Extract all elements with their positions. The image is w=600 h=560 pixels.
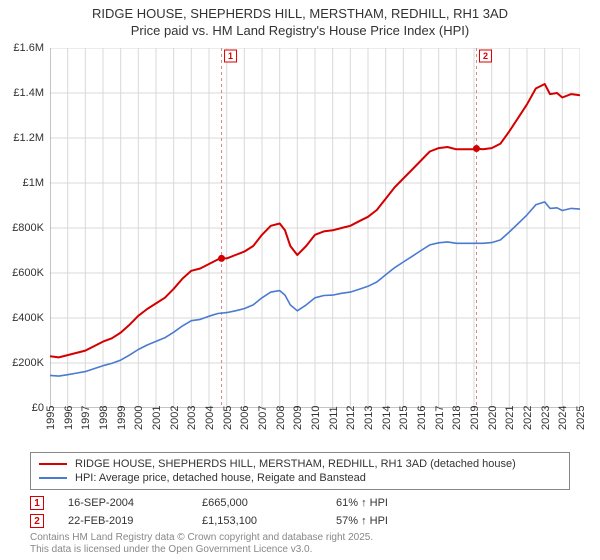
x-tick-label: 2005 (222, 406, 234, 430)
y-axis: £0£200K£400K£600K£800K£1M£1.2M£1.4M£1.6M (0, 48, 50, 408)
y-tick-label: £1.6M (13, 42, 44, 54)
x-tick-label: 2009 (292, 406, 304, 430)
x-tick-label: 2000 (133, 406, 145, 430)
x-tick-label: 2016 (416, 406, 428, 430)
x-tick-label: 2021 (504, 406, 516, 430)
legend-label: RIDGE HOUSE, SHEPHERDS HILL, MERSTHAM, R… (75, 458, 516, 470)
x-tick-label: 1995 (45, 406, 57, 430)
chart-title: RIDGE HOUSE, SHEPHERDS HILL, MERSTHAM, R… (0, 0, 600, 40)
x-tick-label: 2018 (451, 406, 463, 430)
x-tick-label: 2017 (434, 406, 446, 430)
marker-details: 1 16-SEP-2004 £665,000 61% ↑ HPI 2 22-FEB-201… (30, 494, 570, 530)
legend-swatch (39, 477, 67, 479)
legend-item: RIDGE HOUSE, SHEPHERDS HILL, MERSTHAM, R… (39, 457, 561, 471)
x-tick-label: 2008 (275, 406, 287, 430)
x-tick-label: 2011 (328, 406, 340, 430)
x-tick-label: 2002 (169, 406, 181, 430)
y-tick-label: £1M (23, 177, 44, 189)
x-tick-label: 2019 (469, 406, 481, 430)
x-tick-label: 2014 (381, 406, 393, 430)
x-tick-label: 1996 (63, 406, 75, 430)
x-tick-label: 2023 (540, 406, 552, 430)
y-tick-label: £800K (12, 222, 44, 234)
x-tick-label: 2013 (363, 406, 375, 430)
y-tick-label: £200K (12, 357, 44, 369)
plot-area: 12 (50, 48, 580, 408)
title-line-2: Price paid vs. HM Land Registry's House … (131, 23, 469, 38)
marker-pct: 57% ↑ HPI (336, 515, 388, 527)
chart-container: RIDGE HOUSE, SHEPHERDS HILL, MERSTHAM, R… (0, 0, 600, 560)
attribution-line-2: This data is licensed under the Open Gov… (30, 544, 312, 555)
x-tick-label: 2001 (151, 406, 163, 430)
marker-price: £1,153,100 (202, 515, 312, 527)
x-tick-label: 2024 (557, 406, 569, 430)
marker-price: £665,000 (202, 497, 312, 509)
y-tick-label: £0 (32, 402, 44, 414)
attribution: Contains HM Land Registry data © Crown c… (30, 532, 373, 556)
marker-pct: 61% ↑ HPI (336, 497, 388, 509)
x-tick-label: 1998 (98, 406, 110, 430)
marker-date: 22-FEB-2019 (68, 515, 178, 527)
legend-label: HPI: Average price, detached house, Reig… (75, 472, 366, 484)
x-tick-label: 2012 (345, 406, 357, 430)
y-tick-label: £1.2M (13, 132, 44, 144)
marker-date: 16-SEP-2004 (68, 497, 178, 509)
svg-text:1: 1 (228, 51, 233, 61)
legend-swatch (39, 463, 67, 466)
x-tick-label: 2006 (239, 406, 251, 430)
marker-row: 2 22-FEB-2019 £1,153,100 57% ↑ HPI (30, 512, 570, 530)
y-tick-label: £400K (12, 312, 44, 324)
y-tick-label: £600K (12, 267, 44, 279)
x-tick-label: 2010 (310, 406, 322, 430)
marker-badge: 2 (30, 514, 44, 528)
x-tick-label: 2020 (487, 406, 499, 430)
x-tick-label: 2025 (575, 406, 587, 430)
marker-row: 1 16-SEP-2004 £665,000 61% ↑ HPI (30, 494, 570, 512)
y-tick-label: £1.4M (13, 87, 44, 99)
title-line-1: RIDGE HOUSE, SHEPHERDS HILL, MERSTHAM, R… (92, 6, 508, 21)
legend-item: HPI: Average price, detached house, Reig… (39, 471, 561, 485)
x-tick-label: 1997 (80, 406, 92, 430)
x-tick-label: 2015 (398, 406, 410, 430)
x-tick-label: 2007 (257, 406, 269, 430)
x-tick-label: 1999 (116, 406, 128, 430)
chart-svg: 12 (50, 48, 580, 408)
x-tick-label: 2003 (186, 406, 198, 430)
x-axis: 1995199619971998199920002001200220032004… (50, 410, 580, 450)
svg-text:2: 2 (483, 51, 488, 61)
x-tick-label: 2004 (204, 406, 216, 430)
marker-badge: 1 (30, 496, 44, 510)
legend: RIDGE HOUSE, SHEPHERDS HILL, MERSTHAM, R… (30, 452, 570, 490)
attribution-line-1: Contains HM Land Registry data © Crown c… (30, 532, 373, 543)
x-tick-label: 2022 (522, 406, 534, 430)
